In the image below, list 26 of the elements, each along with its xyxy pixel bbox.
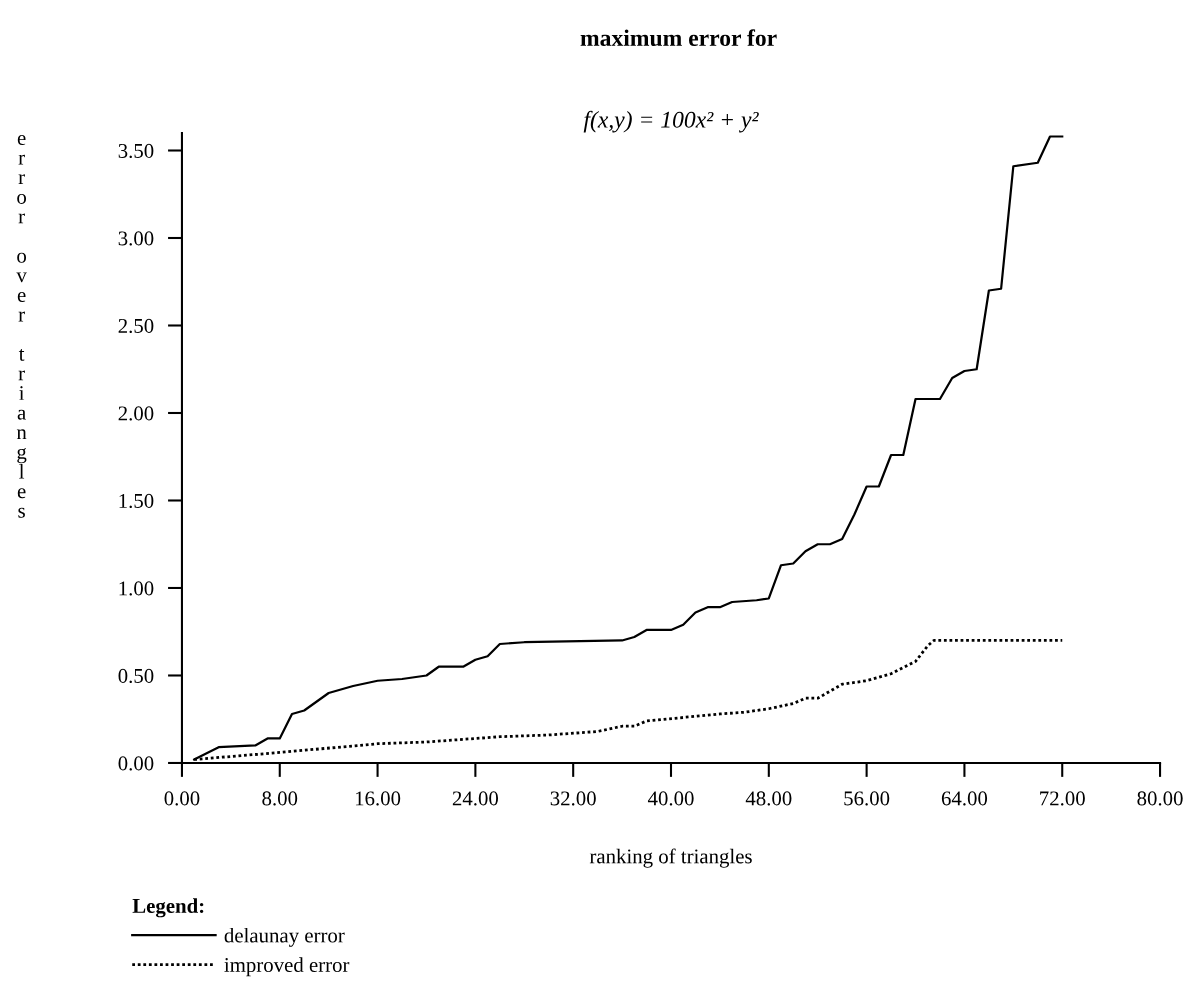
y-tick-label: 3.00 <box>118 231 154 246</box>
legend-title: Legend: <box>132 898 204 918</box>
x-tick-label: 0.00 <box>164 791 200 806</box>
x-tick-label: 8.00 <box>262 791 298 806</box>
x-axis-title: ranking of triangles <box>589 848 752 868</box>
x-tick-label: 32.00 <box>550 791 596 806</box>
y-tick-label: 1.00 <box>119 581 154 596</box>
chart-subtitle: f(x,y) = 100x² + y² <box>583 110 759 133</box>
y-tick-label: 0.50 <box>118 668 154 684</box>
x-tick-label: 80.00 <box>1137 791 1183 806</box>
chart-title: maximum error for <box>580 29 777 47</box>
y-tick-label: 2.00 <box>118 406 154 421</box>
legend-label: improved error <box>224 957 350 977</box>
y-tick-label: 2.50 <box>118 318 154 334</box>
x-tick-label: 48.00 <box>745 791 792 806</box>
x-tick-label: 56.00 <box>844 791 890 806</box>
text: error over triangles <box>16 135 27 518</box>
x-tick-label: 16.00 <box>355 791 401 806</box>
x-tick-label: 72.00 <box>1040 791 1085 806</box>
y-tick-label: 0.00 <box>118 756 154 771</box>
x-tick-label: 40.00 <box>647 791 694 806</box>
y-tick-label: 3.50 <box>118 143 154 159</box>
x-tick-label: 64.00 <box>941 791 988 806</box>
y-tick-label: 1.50 <box>119 493 154 509</box>
legend-label: delaunay error <box>224 927 345 947</box>
x-tick-label: 24.00 <box>452 791 499 806</box>
